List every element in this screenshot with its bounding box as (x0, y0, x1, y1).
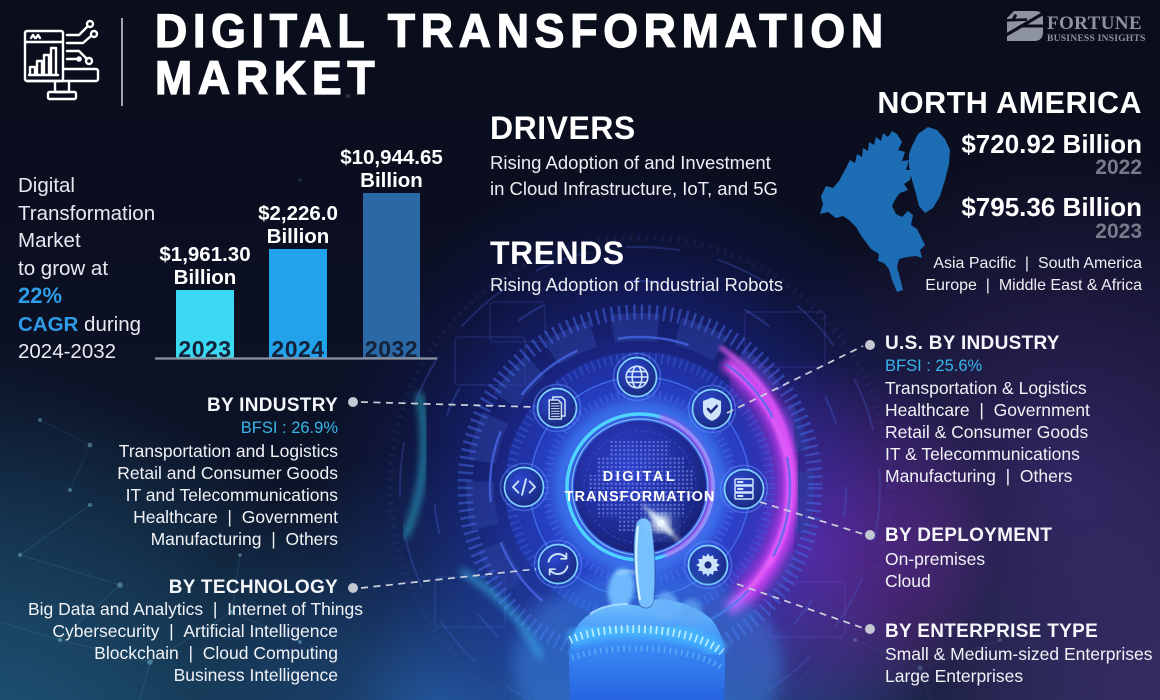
svg-text:TRANSFORMATION: TRANSFORMATION (565, 489, 716, 505)
svg-text:FORTUNE: FORTUNE (1047, 13, 1142, 34)
svg-text:BUSINESS INSIGHTS: BUSINESS INSIGHTS (1047, 33, 1146, 44)
svg-text:DIGITAL: DIGITAL (603, 469, 677, 485)
